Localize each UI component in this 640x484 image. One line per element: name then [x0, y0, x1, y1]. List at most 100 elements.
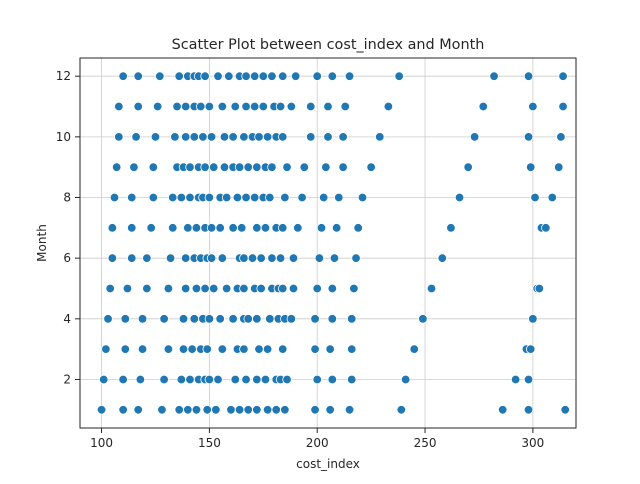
scatter-point [185, 162, 195, 172]
scatter-point [347, 374, 357, 385]
scatter-point [541, 223, 551, 233]
scatter-point [252, 405, 262, 415]
scatter-point [191, 223, 202, 233]
scatter-point [191, 283, 202, 294]
scatter-point [310, 314, 320, 324]
scatter-point [234, 162, 245, 172]
scatter-point [180, 283, 191, 294]
y-tick-label: 2 [63, 372, 71, 386]
scatter-point [338, 162, 348, 172]
scatter-point [122, 283, 133, 294]
scatter-point [396, 405, 407, 415]
y-axis-ticks: 2 4 6 8 10 12 [56, 69, 80, 386]
y-tick-label: 4 [63, 312, 71, 326]
scatter-point [247, 253, 258, 263]
scatter-point [176, 192, 187, 203]
scatter-point [338, 132, 348, 142]
scatter-point [196, 101, 206, 112]
scatter-point [252, 314, 262, 324]
scatter-point [327, 71, 338, 81]
scatter-point [327, 374, 338, 385]
scatter-point [107, 223, 118, 233]
scatter-point [351, 253, 361, 263]
scatter-point [221, 192, 232, 203]
scatter-point [306, 132, 316, 142]
scatter-point [226, 405, 236, 415]
scatter-point [375, 132, 385, 142]
scatter-point [293, 223, 303, 233]
scatter-point [101, 344, 111, 354]
scatter-point [558, 101, 568, 112]
scatter-point [204, 374, 215, 385]
scatter-point [99, 374, 109, 385]
scatter-point [133, 71, 143, 81]
scatter-point [528, 101, 538, 112]
scatter-point [215, 314, 225, 324]
scatter-point [347, 344, 357, 354]
scatter-point [334, 192, 344, 203]
scatter-point [437, 253, 447, 263]
scatter-point [155, 71, 165, 81]
scatter-point [204, 192, 215, 203]
scatter-point [310, 405, 320, 415]
scatter-point [400, 374, 411, 385]
scatter-point [534, 283, 545, 294]
scatter-point [172, 101, 182, 112]
scatter-point [189, 132, 199, 142]
scatter-point [323, 132, 333, 142]
scatter-point [213, 374, 223, 385]
scatter-point [146, 223, 156, 233]
scatter-point [347, 314, 357, 324]
scatter-point [204, 314, 215, 324]
scatter-point [325, 344, 335, 354]
scatter-point [200, 71, 210, 81]
y-tick-label: 10 [56, 130, 71, 144]
scatter-point [258, 101, 269, 112]
scatter-point [275, 253, 286, 263]
scatter-point [256, 283, 266, 294]
scatter-point [114, 101, 124, 112]
scatter-point [290, 71, 301, 81]
scatter-point [249, 71, 260, 81]
scatter-point [230, 101, 240, 112]
scatter-point [150, 132, 161, 142]
x-tick-label: 100 [90, 436, 113, 450]
scatter-point [168, 223, 178, 233]
scatter-point [109, 192, 120, 203]
scatter-point [133, 101, 143, 112]
scatter-point [228, 132, 238, 142]
scatter-point [217, 101, 228, 112]
scatter-point [558, 71, 568, 81]
scatter-point [325, 405, 335, 415]
x-tick-label: 150 [198, 436, 221, 450]
scatter-point [180, 132, 191, 142]
scatter-point [159, 374, 169, 385]
scatter-point [243, 162, 253, 172]
scatter-point [349, 283, 359, 294]
scatter-point [206, 223, 217, 233]
scatter-point [469, 132, 480, 142]
scatter-point [105, 283, 115, 294]
scatter-point [267, 253, 277, 263]
scatter-point [129, 162, 139, 172]
scatter-point [209, 283, 219, 294]
scatter-point [142, 283, 152, 294]
scatter-point [446, 223, 456, 233]
scatter-point [198, 132, 208, 142]
data-points [96, 71, 570, 415]
scatter-point [258, 71, 269, 81]
scatter-point [187, 344, 197, 354]
scatter-point [267, 162, 277, 172]
scatter-point [118, 374, 128, 385]
x-tick-label: 300 [521, 436, 544, 450]
scatter-point [221, 283, 232, 294]
scatter-point [165, 253, 176, 263]
scatter-point [249, 192, 260, 203]
scatter-point [142, 253, 152, 263]
scatter-point [340, 101, 350, 112]
scatter-point [241, 192, 251, 203]
y-tick-label: 12 [56, 69, 71, 83]
scatter-point [118, 71, 128, 81]
scatter-point [297, 192, 307, 203]
scatter-point [383, 101, 394, 112]
